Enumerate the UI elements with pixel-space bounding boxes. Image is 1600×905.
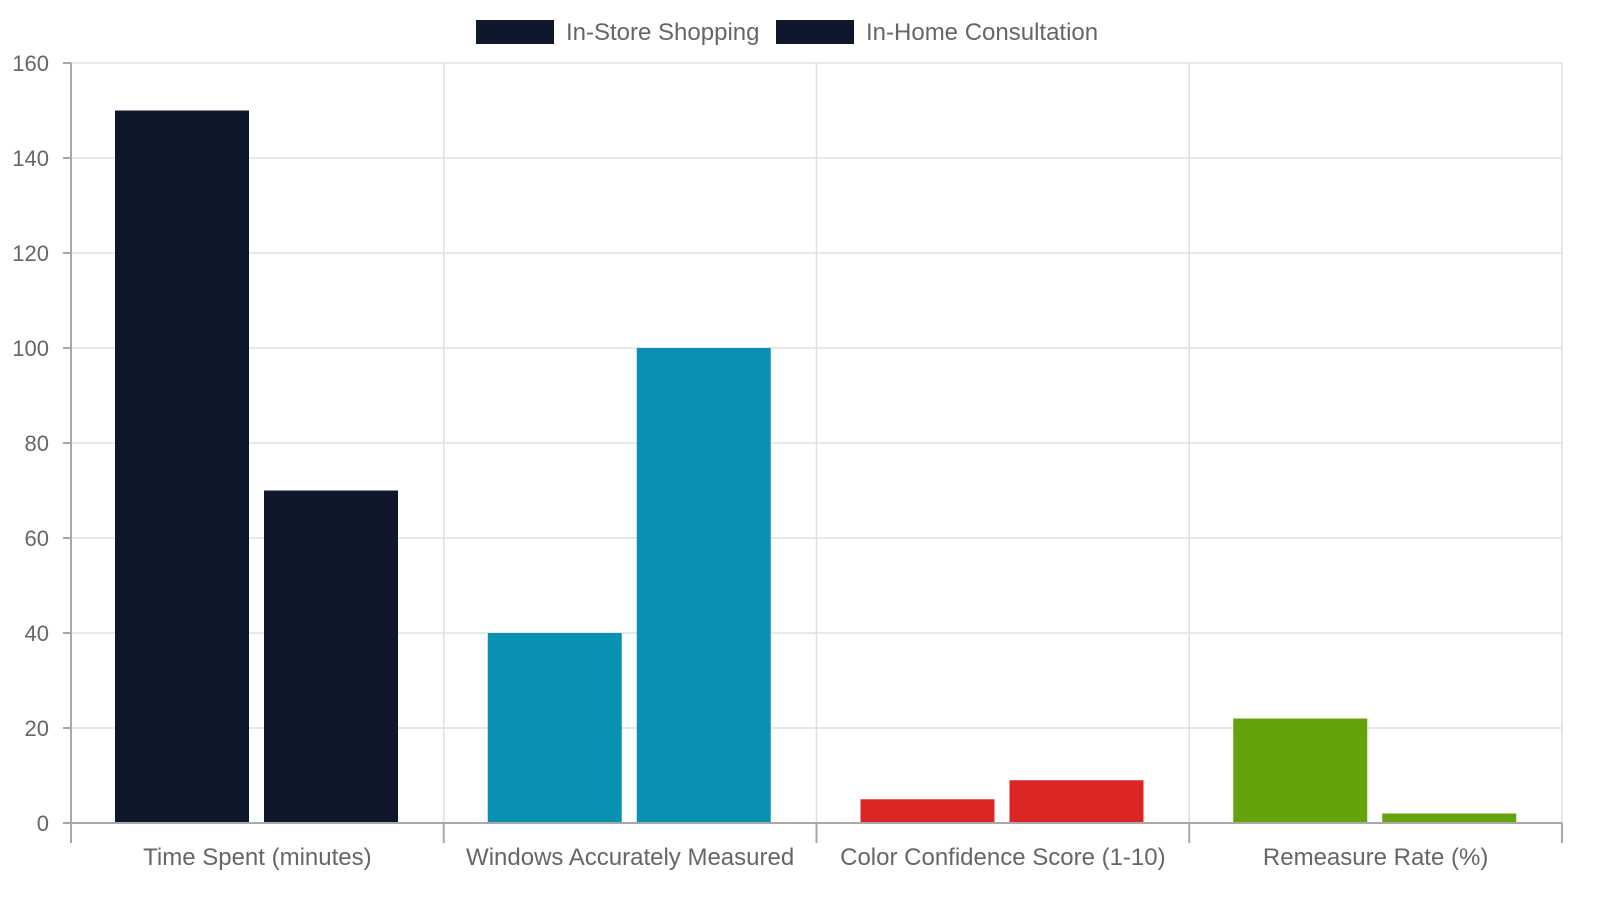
- legend-label-in-store[interactable]: In-Store Shopping: [566, 19, 759, 46]
- bar-3-1[interactable]: In-Home Consultation: 2: [1382, 813, 1517, 824]
- y-tick-label: 120: [12, 241, 49, 266]
- axis-labels: 0 20 40 60 80 100 120 140 160 Time Spent (minutes…: [12, 51, 1488, 871]
- y-tick-label: 0: [37, 811, 49, 836]
- x-category-label: Color Confidence Score (1-10): [840, 844, 1166, 871]
- y-tick-label: 140: [12, 146, 49, 171]
- y-tick-label: 60: [25, 526, 49, 551]
- bar-0-1[interactable]: In-Home Consultation: 70: [264, 490, 398, 824]
- bar-1-1[interactable]: In-Home Consultation: 100: [636, 348, 771, 823]
- bar-3-0[interactable]: In-Store Shopping: 22: [1233, 718, 1368, 824]
- legend: In-Store Shopping In-Home Consultation: [476, 19, 1098, 46]
- y-tick-label: 100: [12, 336, 49, 361]
- y-tick-label: 160: [12, 51, 49, 76]
- bar-2-0[interactable]: In-Store Shopping: 5: [860, 799, 995, 823]
- bar-1-0[interactable]: In-Store Shopping: 40: [487, 633, 622, 823]
- bars: In-Store Shopping: 150In-Home Consultati…: [115, 110, 1517, 824]
- axes: [63, 62, 1563, 843]
- x-category-label: Windows Accurately Measured: [466, 844, 794, 871]
- y-tick-label: 20: [25, 716, 49, 741]
- y-tick-label: 80: [25, 431, 49, 456]
- y-tick-label: 40: [25, 621, 49, 646]
- legend-swatch-in-home[interactable]: [776, 20, 854, 44]
- bar-0-0[interactable]: In-Store Shopping: 150: [115, 110, 249, 824]
- legend-swatch-in-store[interactable]: [476, 20, 554, 44]
- bar-2-1[interactable]: In-Home Consultation: 9: [1009, 780, 1144, 823]
- x-category-label: Remeasure Rate (%): [1263, 844, 1488, 871]
- x-category-label: Time Spent (minutes): [143, 844, 372, 871]
- legend-label-in-home[interactable]: In-Home Consultation: [866, 19, 1098, 46]
